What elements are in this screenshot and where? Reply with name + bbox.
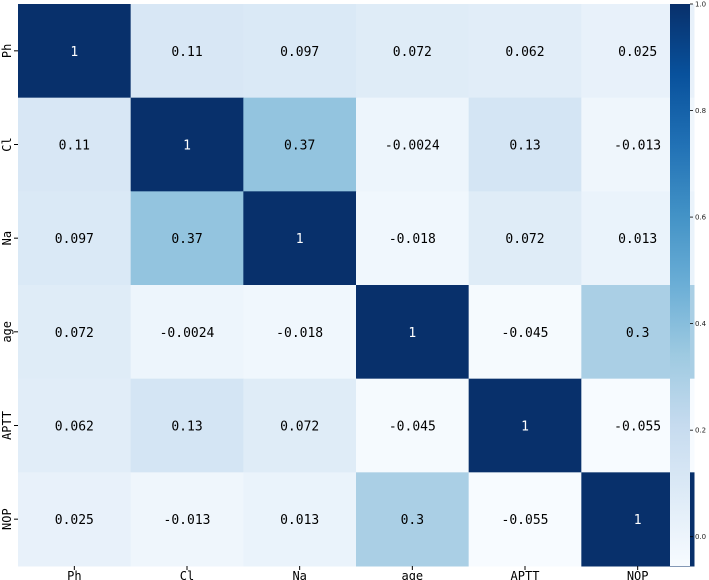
cell-value-label: 1 <box>408 326 416 341</box>
x-tick-label: APTT <box>511 569 540 580</box>
cell-value-label: 0.072 <box>280 420 319 435</box>
cell-value-label: -0.018 <box>276 326 323 341</box>
cell-value-label: 0.13 <box>509 139 540 154</box>
cell-value-label: 0.11 <box>59 139 90 154</box>
x-tick-label: Na <box>292 569 306 580</box>
colorbar <box>670 4 690 566</box>
heatmap-cell <box>468 285 582 380</box>
cell-value-label: 0.013 <box>280 513 319 528</box>
heatmap-cell <box>243 4 357 99</box>
heatmap-cell <box>468 97 582 192</box>
cell-value-label: -0.013 <box>614 139 661 154</box>
cell-value-label: 1 <box>634 513 642 528</box>
heatmap-cell <box>18 191 132 286</box>
heatmap-cell <box>18 472 132 567</box>
cell-value-label: 0.062 <box>55 420 94 435</box>
cell-value-label: 0.025 <box>55 513 94 528</box>
heatmap-cell <box>356 285 470 380</box>
cell-value-label: -0.0024 <box>385 139 440 154</box>
heatmap-cell <box>130 285 244 380</box>
colorbar-tick-label: 0.2 <box>695 427 706 435</box>
cell-value-label: -0.045 <box>389 420 436 435</box>
x-tick-label: NOP <box>627 569 649 580</box>
heatmap-cell <box>130 472 244 567</box>
heatmap-cell <box>130 378 244 473</box>
heatmap-cell <box>243 285 357 380</box>
heatmap-cell <box>243 472 357 567</box>
cell-value-label: 1 <box>296 232 304 247</box>
x-tick-label: Ph <box>67 569 81 580</box>
cell-value-label: 0.11 <box>171 45 202 60</box>
colorbar-tick-label: 0.8 <box>695 107 706 115</box>
colorbar-tick-label: 0.4 <box>695 320 707 328</box>
heatmap-cell <box>356 97 470 192</box>
y-tick-label: Na <box>0 231 14 245</box>
heatmap-cell <box>356 472 470 567</box>
cell-value-label: -0.055 <box>502 513 549 528</box>
cell-value-label: 0.3 <box>401 513 424 528</box>
heatmap-cell <box>130 97 244 192</box>
cell-value-label: 0.3 <box>626 326 649 341</box>
heatmap-cell <box>356 378 470 473</box>
heatmap-cell <box>130 4 244 99</box>
cell-value-label: 1 <box>521 420 529 435</box>
heatmap-cell <box>468 472 582 567</box>
y-tick-label: NOP <box>0 508 14 530</box>
heatmap-cell <box>243 191 357 286</box>
y-tick-label: Cl <box>0 137 14 151</box>
y-tick-label: age <box>0 321 14 343</box>
colorbar-tick-label: 0.6 <box>695 214 707 222</box>
y-tick-label: Ph <box>0 44 14 58</box>
cell-value-label: -0.018 <box>389 232 436 247</box>
cell-value-label: 0.072 <box>505 232 544 247</box>
cell-value-label: 1 <box>183 139 191 154</box>
cell-value-label: 0.13 <box>171 420 202 435</box>
heatmap-cell <box>18 378 132 473</box>
heatmap-cell <box>468 191 582 286</box>
cell-value-label: -0.013 <box>164 513 211 528</box>
cell-value-label: 0.072 <box>393 45 432 60</box>
cell-value-label: 0.025 <box>618 45 657 60</box>
heatmap-cell <box>18 4 132 99</box>
x-tick-label: Cl <box>180 569 194 580</box>
cell-value-label: 0.062 <box>505 45 544 60</box>
cell-value-label: 0.072 <box>55 326 94 341</box>
colorbar-tick-label: 0.0 <box>695 533 706 541</box>
cell-value-label: -0.0024 <box>160 326 215 341</box>
cell-value-label: 0.013 <box>618 232 657 247</box>
heatmap-cell <box>243 378 357 473</box>
heatmap-cell <box>18 97 132 192</box>
heatmap-cell <box>18 285 132 380</box>
heatmap-cell <box>243 97 357 192</box>
x-tick-label: age <box>401 569 423 580</box>
colorbar-tick-label: 1.0 <box>695 1 706 9</box>
heatmap-cell <box>356 4 470 99</box>
heatmap-cell <box>356 191 470 286</box>
cell-value-label: -0.055 <box>614 420 661 435</box>
heatmap-cell <box>468 378 582 473</box>
cell-value-label: -0.045 <box>502 326 549 341</box>
cell-value-label: 0.37 <box>171 232 202 247</box>
y-tick-label: APTT <box>0 411 14 440</box>
heatmap-cell <box>130 191 244 286</box>
cell-value-label: 0.097 <box>55 232 94 247</box>
cell-value-label: 0.097 <box>280 45 319 60</box>
cell-value-label: 0.37 <box>284 139 315 154</box>
cell-value-label: 1 <box>70 45 78 60</box>
heatmap-cell <box>468 4 582 99</box>
